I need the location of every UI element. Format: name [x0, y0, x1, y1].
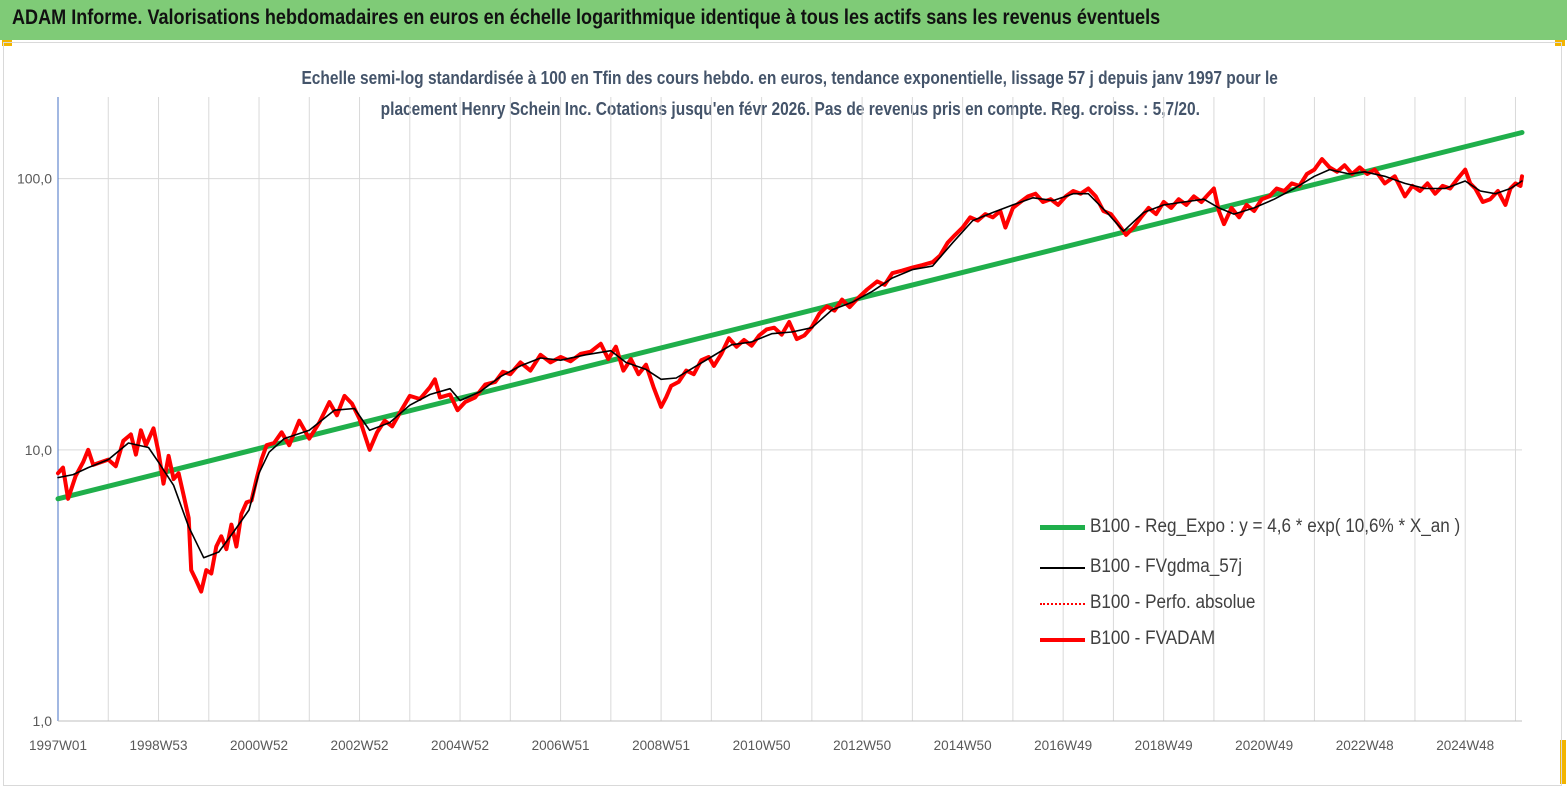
legend-label-fvgdma: B100 - FVgdma_57j	[1090, 556, 1243, 577]
corner-marker-top-right	[1555, 40, 1565, 46]
x-tick-label: 2010W50	[733, 737, 791, 753]
chart-title-line-2: placement Henry Schein Inc. Cotations ju…	[380, 99, 1200, 119]
legend-swatch-reg-expo	[1040, 525, 1085, 530]
x-tick-label: 2022W48	[1336, 737, 1394, 753]
x-tick-label: 2018W49	[1135, 737, 1193, 753]
x-tick-label: 1998W53	[130, 737, 188, 753]
legend-item-reg-expo: B100 - Reg_Expo : y = 4,6 * exp( 10,6% *…	[1040, 516, 1560, 540]
title-banner: ADAM Informe. Valorisations hebdomadaire…	[0, 0, 1567, 40]
report-title: ADAM Informe. Valorisations hebdomadaire…	[12, 6, 1161, 29]
legend-swatch-fvadam	[1040, 638, 1085, 642]
legend-item-fvadam: B100 - FVADAM	[1040, 628, 1560, 652]
series-line-0	[55, 130, 1525, 502]
chart-title-line-1: Echelle semi-log standardisée à 100 en T…	[301, 68, 1279, 88]
legend-label-fvadam: B100 - FVADAM	[1090, 628, 1216, 649]
x-tick-label: 2002W52	[331, 737, 389, 753]
x-tick-label: 2000W52	[230, 737, 288, 753]
x-tick-label: 1997W01	[29, 737, 87, 753]
y-tick-label: 100,0	[17, 171, 52, 187]
x-tick-label: 2014W50	[934, 737, 992, 753]
legend-label-reg-expo: B100 - Reg_Expo : y = 4,6 * exp( 10,6% *…	[1090, 516, 1461, 537]
legend-swatch-perfo-absolue	[1040, 603, 1085, 605]
legend-label-perfo-absolue: B100 - Perfo. absolue	[1090, 592, 1256, 613]
series-line-1	[57, 168, 1523, 559]
legend-item-perfo-absolue: B100 - Perfo. absolue	[1040, 592, 1560, 616]
legend-item-fvgdma: B100 - FVgdma_57j	[1040, 556, 1560, 580]
x-tick-label: 2024W48	[1436, 737, 1494, 753]
x-tick-label: 2008W51	[632, 737, 690, 753]
legend-swatch-fvgdma	[1040, 567, 1085, 569]
y-tick-label: 10,0	[25, 442, 52, 458]
x-tick-label: 2020W49	[1235, 737, 1293, 753]
x-tick-label: 2006W51	[532, 737, 590, 753]
series-line-3	[56, 157, 1524, 594]
y-tick-label: 1,0	[33, 713, 53, 729]
x-tick-label: 2012W50	[833, 737, 891, 753]
x-tick-label: 2016W49	[1034, 737, 1092, 753]
corner-marker-bottom-right	[1560, 740, 1566, 784]
chart-frame	[3, 42, 1562, 786]
corner-marker-top-left	[2, 40, 12, 46]
x-tick-label: 2004W52	[431, 737, 489, 753]
